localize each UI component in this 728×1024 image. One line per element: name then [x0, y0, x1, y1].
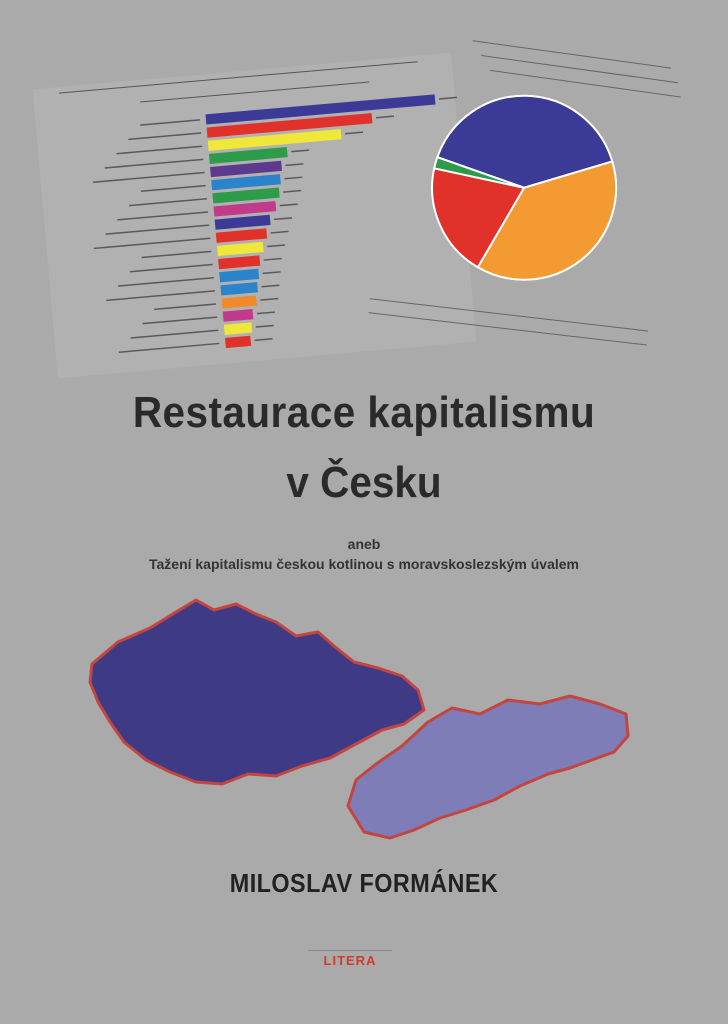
bar-chart-bar — [210, 160, 282, 178]
bar-chart-value-label — [284, 176, 303, 180]
bar-chart-category-label — [141, 250, 212, 259]
title-line-2: v Česku — [286, 458, 442, 507]
bar-chart-value-label — [254, 338, 273, 342]
bar-chart-value-label — [267, 244, 286, 248]
bar-chart-category-label — [117, 211, 209, 221]
bar-chart-bar — [214, 214, 271, 230]
bar-chart-bar — [207, 129, 342, 151]
bar-chart-category-label — [140, 184, 206, 193]
bar-chart-value-label — [260, 297, 279, 301]
slovak-map — [346, 694, 630, 840]
pie-slices — [431, 94, 618, 281]
bar-chart — [32, 52, 477, 379]
bar-chart-title-line — [140, 81, 370, 103]
pie-slice — [436, 94, 614, 189]
pie-caption-line — [481, 55, 678, 84]
pie-caption-line — [490, 69, 681, 98]
bar-chart-value-label — [263, 257, 282, 261]
pie-quote-line — [368, 312, 647, 346]
bar-chart-value-label — [255, 324, 274, 328]
bar-chart-value-label — [345, 131, 364, 135]
publisher-rule — [308, 950, 392, 951]
pie-slice — [432, 155, 525, 189]
pie-slice — [431, 167, 526, 269]
bar-chart-value-label — [285, 163, 304, 167]
bar-chart-title-line — [59, 61, 418, 94]
subtitle: Tažení kapitalismu českou kotlinou s mor… — [148, 556, 580, 572]
bar-chart-value-label — [274, 217, 293, 221]
bar-chart-value-label — [262, 271, 281, 275]
pie-chart — [368, 40, 681, 346]
bar-chart-bar — [221, 295, 257, 309]
publisher-name: LITERA — [323, 953, 377, 968]
bar-chart-bar — [208, 147, 288, 165]
bar-chart-category-label — [118, 342, 220, 353]
bar-chart-value-label — [270, 230, 289, 234]
pie-caption-line — [472, 40, 672, 69]
bar-chart-bar — [222, 309, 254, 322]
bar-chart-value-label — [279, 203, 298, 207]
bar-chart-category-label — [154, 303, 217, 311]
bar-chart-category-label — [140, 119, 200, 126]
bar-chart-value-label — [283, 189, 302, 193]
bar-chart-bar — [206, 113, 373, 138]
bar-chart-value-label — [375, 115, 394, 119]
bar-chart-bar — [216, 241, 264, 257]
bar-chart-category-label — [118, 276, 214, 287]
bar-chart-value-label — [256, 311, 275, 315]
bar-chart-value-label — [291, 149, 310, 153]
bar-chart-bar — [213, 201, 277, 217]
subtitle-connector: aneb — [347, 536, 381, 552]
pie-quote-line — [369, 298, 649, 332]
bar-chart-category-label — [116, 145, 203, 155]
bar-chart-category-label — [106, 290, 215, 302]
bar-chart-category-label — [105, 224, 210, 235]
pie-slice — [476, 160, 618, 281]
bar-chart-category-label — [104, 158, 204, 169]
bar-chart-bar — [225, 335, 252, 349]
bar-chart-bar — [205, 94, 436, 125]
bar-chart-bar — [223, 322, 253, 335]
bar-chart-category-label — [130, 329, 219, 339]
publisher-logo: LITERA — [300, 950, 400, 968]
czech-map — [88, 598, 426, 786]
bar-chart-bars — [205, 94, 436, 349]
title-line-1: Restaurace kapitalismu — [132, 388, 596, 437]
author-name: MILOSLAV FORMÁNEK — [229, 868, 499, 898]
bar-chart-category-label — [142, 316, 218, 325]
bar-chart-bar — [215, 228, 268, 243]
bar-chart-bar — [211, 174, 281, 191]
bar-chart-category-label — [93, 237, 211, 250]
bar-chart-bar — [218, 255, 261, 270]
bar-chart-value-label — [438, 96, 458, 100]
bar-chart-bar — [220, 282, 258, 296]
bar-chart-category-label — [129, 263, 213, 273]
bar-chart-category-label — [92, 171, 205, 184]
bar-chart-category-label — [128, 132, 202, 141]
bar-chart-bar — [219, 268, 260, 283]
bar-chart-value-label — [261, 284, 280, 288]
bar-chart-bar — [212, 187, 280, 204]
bar-chart-category-label — [129, 198, 207, 207]
bar-chart-category-labels — [92, 96, 458, 353]
